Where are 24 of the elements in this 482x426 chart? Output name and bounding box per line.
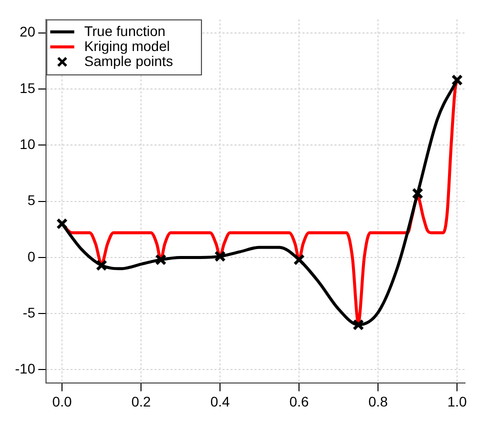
y-tick-label: -5 [22, 304, 36, 320]
y-tick-label: 15 [20, 80, 36, 96]
point [96, 260, 108, 272]
y-tick-label: 5 [27, 192, 36, 208]
y-tick-label: -10 [15, 360, 36, 377]
x-tick-label: 0.6 [289, 393, 310, 410]
point [293, 254, 305, 266]
legend-label: True function [84, 22, 166, 39]
x-tick-label: 0.2 [131, 393, 151, 410]
x-tick-label: 0.0 [52, 393, 72, 410]
point [155, 254, 167, 266]
legend-label: Sample points [84, 52, 173, 69]
point [56, 218, 68, 230]
point [412, 188, 424, 200]
point [214, 250, 226, 262]
y-tick-label: 0 [27, 248, 36, 264]
point [352, 319, 364, 331]
y-tick-label: 10 [20, 136, 36, 152]
x-tick-label: 1.0 [447, 393, 468, 410]
x-tick-label: 0.8 [368, 393, 388, 410]
point [451, 74, 463, 86]
legend-label: Kriging model [84, 38, 170, 54]
y-tick-label: 20 [20, 24, 36, 40]
x-tick-label: 0.4 [210, 393, 230, 410]
